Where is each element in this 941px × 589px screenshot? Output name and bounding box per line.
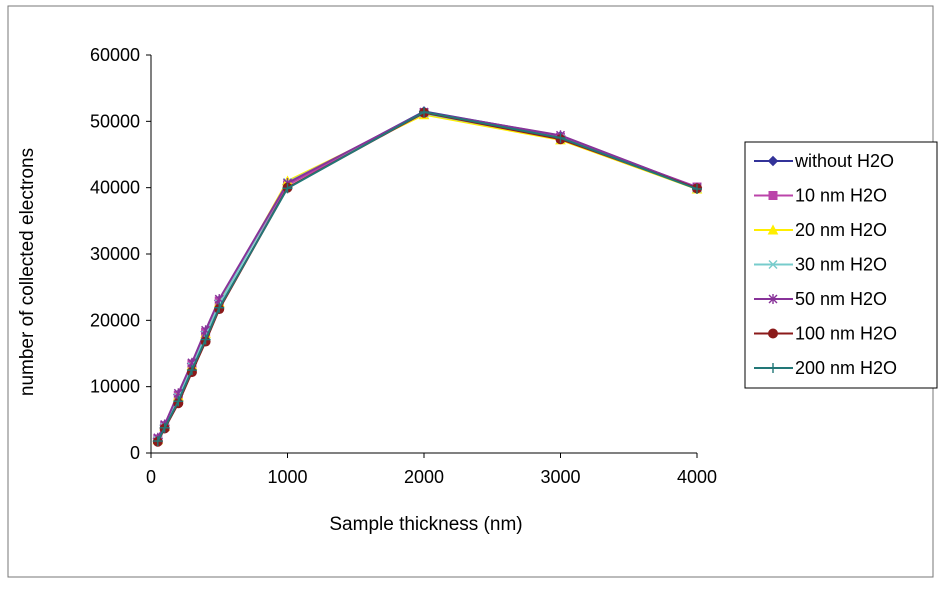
- series-200-nm-h2o-point: [173, 396, 184, 407]
- legend-item-50-nm-h2o-marker: [768, 294, 778, 304]
- legend-item-10-nm-h2o-label: 10 nm H2O: [795, 186, 887, 206]
- legend-item-30-nm-h2o-label: 30 nm H2O: [795, 255, 887, 275]
- x-tick-label: 4000: [677, 467, 717, 487]
- x-tick-label: 1000: [267, 467, 307, 487]
- series-200-nm-h2o-point: [152, 436, 163, 447]
- x-tick-label: 3000: [540, 467, 580, 487]
- series-200-nm-h2o-point: [692, 183, 702, 194]
- series-200-nm-h2o-point: [214, 302, 225, 313]
- y-tick-label: 60000: [90, 45, 140, 65]
- legend-item-30-nm-h2o-marker-stroke: [768, 260, 778, 269]
- legend-item-100-nm-h2o-label: 100 nm H2O: [795, 324, 897, 344]
- y-tick-label: 50000: [90, 111, 140, 131]
- legend-item-20-nm-h2o-label: 20 nm H2O: [795, 220, 887, 240]
- y-tick-label: 20000: [90, 310, 140, 330]
- legend-item-20-nm-h2o: 20 nm H2O: [754, 220, 887, 240]
- legend-item-without-h2o-marker: [767, 155, 779, 167]
- series-200-nm-h2o-point: [419, 107, 429, 118]
- legend-item-50-nm-h2o-label: 50 nm H2O: [795, 289, 887, 309]
- y-tick-label: 40000: [90, 178, 140, 198]
- legend-item-50-nm-h2o: 50 nm H2O: [754, 289, 887, 309]
- plot-area: 0 10000 20000 30000 40000 50000 60000 0 1000 2000…: [90, 45, 717, 487]
- legend-item-without-h2o: without H2O: [754, 151, 894, 171]
- y-tick-label: 30000: [90, 244, 140, 264]
- series-200-nm-h2o-point: [186, 365, 197, 376]
- series-200-nm-h2o: [152, 107, 702, 447]
- x-tick-label: 0: [146, 467, 156, 487]
- legend-item-20-nm-h2o-marker: [767, 224, 779, 235]
- series-200-nm-h2o-point: [159, 422, 170, 433]
- legend-item-200-nm-h2o: 200 nm H2O: [754, 358, 897, 378]
- series-200-nm-h2o-point: [282, 183, 293, 194]
- x-axis-title: Sample thickness (nm): [329, 514, 522, 535]
- series-50-nm-h2o-line: [156, 110, 698, 439]
- legend-item-10-nm-h2o-marker: [768, 191, 778, 200]
- legend-item-200-nm-h2o-marker: [768, 363, 778, 373]
- legend-item-30-nm-h2o-marker: [768, 260, 778, 269]
- y-tick-label: 0: [130, 443, 140, 463]
- legend-item-200-nm-h2o-label: 200 nm H2O: [795, 358, 897, 378]
- legend-item-without-h2o-label: without H2O: [794, 151, 894, 171]
- series-200-nm-h2o-point: [555, 132, 566, 143]
- legend-item-100-nm-h2o-marker: [768, 328, 778, 339]
- legend-item-100-nm-h2o: 100 nm H2O: [754, 324, 897, 344]
- y-tick-label: 10000: [90, 377, 140, 397]
- y-axis-title: number of collected electrons: [17, 148, 38, 396]
- legend: without H2O 10 nm H2O 20 nm H2O 30 nm H2O 50…: [744, 141, 938, 389]
- legend-item-30-nm-h2o: 30 nm H2O: [754, 255, 887, 275]
- series-200-nm-h2o-line: [156, 110, 698, 442]
- series-200-nm-h2o-point: [200, 334, 211, 345]
- legend-item-10-nm-h2o: 10 nm H2O: [754, 186, 887, 206]
- x-tick-label: 2000: [404, 467, 444, 487]
